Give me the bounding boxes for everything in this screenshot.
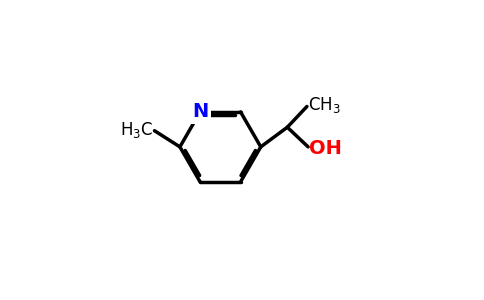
- Text: CH$_3$: CH$_3$: [308, 95, 341, 115]
- Text: H$_3$C: H$_3$C: [120, 120, 153, 140]
- Text: OH: OH: [309, 139, 342, 158]
- Text: N: N: [192, 102, 208, 122]
